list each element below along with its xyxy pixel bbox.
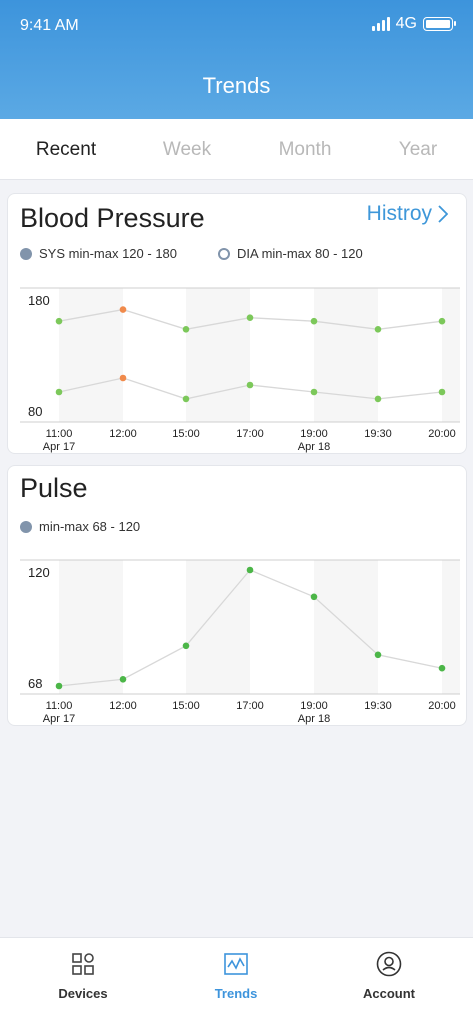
data-point	[246, 314, 254, 321]
chart-band	[314, 288, 378, 422]
history-label: Histroy	[366, 202, 432, 225]
chart-band	[314, 560, 378, 694]
legend-pulse: min-max 68 - 120	[20, 519, 140, 534]
legend-sys-label: SYS min-max 120 - 180	[39, 246, 178, 261]
tab-week[interactable]: Week	[162, 139, 212, 160]
nav-account[interactable]: Account	[334, 950, 444, 1001]
trends-icon	[224, 953, 248, 975]
nav-devices-label: Devices	[58, 986, 108, 1001]
blood-pressure-card: Blood Pressure Histroy SYS min-max 120 -…	[7, 193, 467, 454]
data-point	[55, 682, 63, 690]
tab-recent[interactable]: Recent	[35, 139, 97, 160]
legend-dia-marker	[218, 247, 230, 260]
card-title-pulse: Pulse	[20, 473, 88, 503]
x-tick-label: 17:00	[236, 700, 264, 712]
data-point	[182, 326, 190, 333]
legend-sys: SYS min-max 120 - 180	[20, 246, 177, 261]
legend-pulse-label: min-max 68 - 120	[39, 519, 141, 534]
x-tick-label: 20:00	[428, 428, 456, 440]
signal-icon	[371, 17, 390, 31]
data-point	[438, 388, 446, 396]
x-tick-label: 17:00	[236, 428, 264, 440]
legend-dia-label: DIA min-max 80 - 120	[237, 246, 363, 261]
y-tick-label: 120	[28, 565, 50, 580]
nav-trends[interactable]: Trends	[181, 950, 291, 1001]
x-tick-label: 15:00	[172, 700, 200, 712]
x-date-label: Apr 17	[43, 441, 75, 453]
x-tick-label: 20:00	[428, 700, 456, 712]
status-time: 9:41 AM	[20, 17, 79, 34]
chevron-right-icon	[438, 205, 448, 223]
nav-account-label: Account	[363, 986, 415, 1001]
chart-band	[186, 560, 250, 694]
x-tick-label: 19:00	[300, 700, 328, 712]
data-point	[246, 381, 254, 389]
y-tick-label: 180	[28, 293, 50, 308]
legend-dia: DIA min-max 80 - 120	[218, 246, 363, 261]
data-point	[182, 642, 190, 650]
x-tick-label: 19:30	[364, 428, 392, 440]
nav-devices[interactable]: Devices	[28, 950, 138, 1001]
pulse-chart: 120 68 11:00 12:00 15:00 17:00 19:00 19:30 20:00…	[20, 559, 460, 725]
data-point	[55, 317, 63, 325]
y-tick-label: 68	[28, 676, 42, 691]
data-point	[374, 326, 382, 333]
tab-year[interactable]: Year	[398, 139, 438, 160]
legend-pulse-marker	[20, 520, 32, 533]
data-point	[119, 306, 127, 313]
x-tick-label: 19:00	[300, 428, 328, 440]
x-tick-label: 12:00	[109, 700, 137, 712]
chart-band	[442, 288, 460, 422]
data-point	[374, 651, 382, 659]
data-point	[310, 593, 318, 601]
chart-band	[186, 288, 250, 422]
x-tick-label: 19:30	[364, 700, 392, 712]
x-date-label: Apr 18	[298, 441, 330, 453]
data-point	[438, 664, 446, 672]
account-icon	[376, 951, 402, 977]
x-tick-label: 11:00	[46, 428, 73, 440]
x-date-label: Apr 18	[298, 713, 330, 725]
chart-band	[59, 288, 123, 422]
data-point	[55, 388, 63, 396]
data-point	[119, 676, 127, 683]
devices-icon	[72, 953, 94, 975]
x-tick-label: 12:00	[109, 428, 137, 440]
nav-trends-label: Trends	[214, 986, 258, 1001]
pulse-card: Pulse min-max 68 - 120 120 68 11:00 12:00 15…	[7, 465, 467, 726]
blood-pressure-chart: 180 80 11:00 12:00 15:00 17:00 19:00 19:30 20:00…	[20, 287, 460, 453]
battery-icon	[423, 17, 456, 31]
data-point	[310, 317, 318, 325]
data-point	[374, 395, 382, 403]
data-point	[119, 374, 127, 382]
period-tabs: Recent Week Month Year	[0, 119, 473, 180]
tab-month[interactable]: Month	[278, 139, 332, 160]
chart-band	[442, 560, 460, 694]
app-header: 9:41 AM 4G Trends	[0, 0, 473, 119]
data-point	[438, 317, 446, 325]
x-tick-label: 15:00	[172, 428, 200, 440]
x-tick-label: 11:00	[46, 700, 73, 712]
data-point	[246, 566, 254, 574]
history-link[interactable]: Histroy	[367, 202, 448, 226]
data-point	[310, 388, 318, 396]
status-indicators: 4G	[371, 15, 456, 33]
legend-sys-marker	[20, 247, 32, 260]
data-point	[182, 395, 190, 403]
x-date-label: Apr 17	[43, 713, 75, 725]
y-tick-label: 80	[28, 404, 42, 419]
bottom-nav: Devices Trends Account	[0, 937, 473, 1024]
network-label: 4G	[395, 15, 417, 32]
card-title-blood-pressure: Blood Pressure	[20, 203, 205, 233]
page-title: Trends	[202, 73, 271, 98]
chart-band	[59, 560, 123, 694]
